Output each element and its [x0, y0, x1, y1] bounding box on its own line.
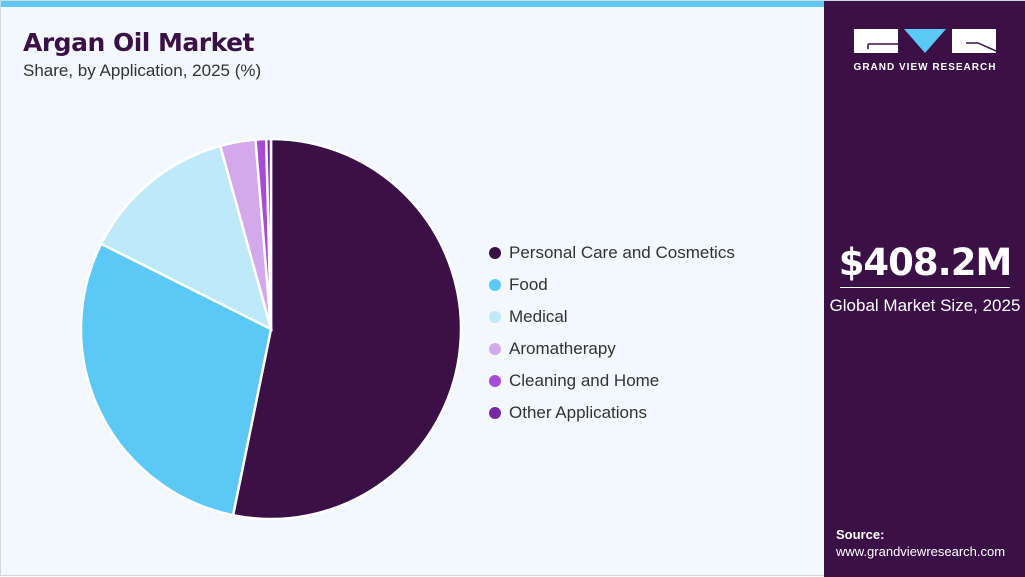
accent-bar — [1, 1, 824, 7]
legend-swatch — [489, 375, 501, 387]
chart-subtitle: Share, by Application, 2025 (%) — [23, 61, 262, 80]
legend-item: Aromatherapy — [489, 333, 735, 365]
gvr-logo-icon — [854, 29, 996, 53]
market-size-value: $408.2M — [838, 241, 1013, 284]
chart-title: Argan Oil Market — [23, 28, 254, 57]
legend-label: Food — [509, 275, 548, 294]
legend-label: Medical — [509, 307, 568, 326]
legend-label: Personal Care and Cosmetics — [509, 243, 735, 262]
legend-swatch — [489, 311, 501, 323]
legend-item: Personal Care and Cosmetics — [489, 237, 735, 269]
legend-item: Medical — [489, 301, 735, 333]
legend-item: Food — [489, 269, 735, 301]
legend: Personal Care and Cosmetics Food Medical Ar… — [489, 237, 735, 429]
legend-item: Cleaning and Home — [489, 365, 735, 397]
legend-label: Other Applications — [509, 403, 647, 422]
pie-slice-food — [79, 242, 273, 517]
legend-swatch — [489, 407, 501, 419]
legend-item: Other Applications — [489, 397, 735, 429]
sidebar: GRAND VIEW RESEARCH $408.2M Global Marke… — [824, 1, 1025, 577]
market-size-label: Global Market Size, 2025 — [829, 296, 1021, 315]
legend-label: Aromatherapy — [509, 339, 616, 358]
source-label: Source: — [836, 527, 885, 542]
legend-swatch — [489, 247, 501, 259]
logo-text: GRAND VIEW RESEARCH — [853, 62, 997, 73]
legend-swatch — [489, 279, 501, 291]
source-link[interactable]: www.grandviewresearch.com — [836, 544, 1006, 559]
pie-chart — [79, 137, 463, 521]
pie-slice-medical — [99, 144, 273, 332]
divider — [840, 287, 1010, 288]
legend-label: Cleaning and Home — [509, 371, 660, 390]
pie-slice-other-applications — [264, 137, 273, 330]
pie-slice-personal-care-and-cosmetics — [231, 137, 463, 521]
legend-swatch — [489, 343, 501, 355]
